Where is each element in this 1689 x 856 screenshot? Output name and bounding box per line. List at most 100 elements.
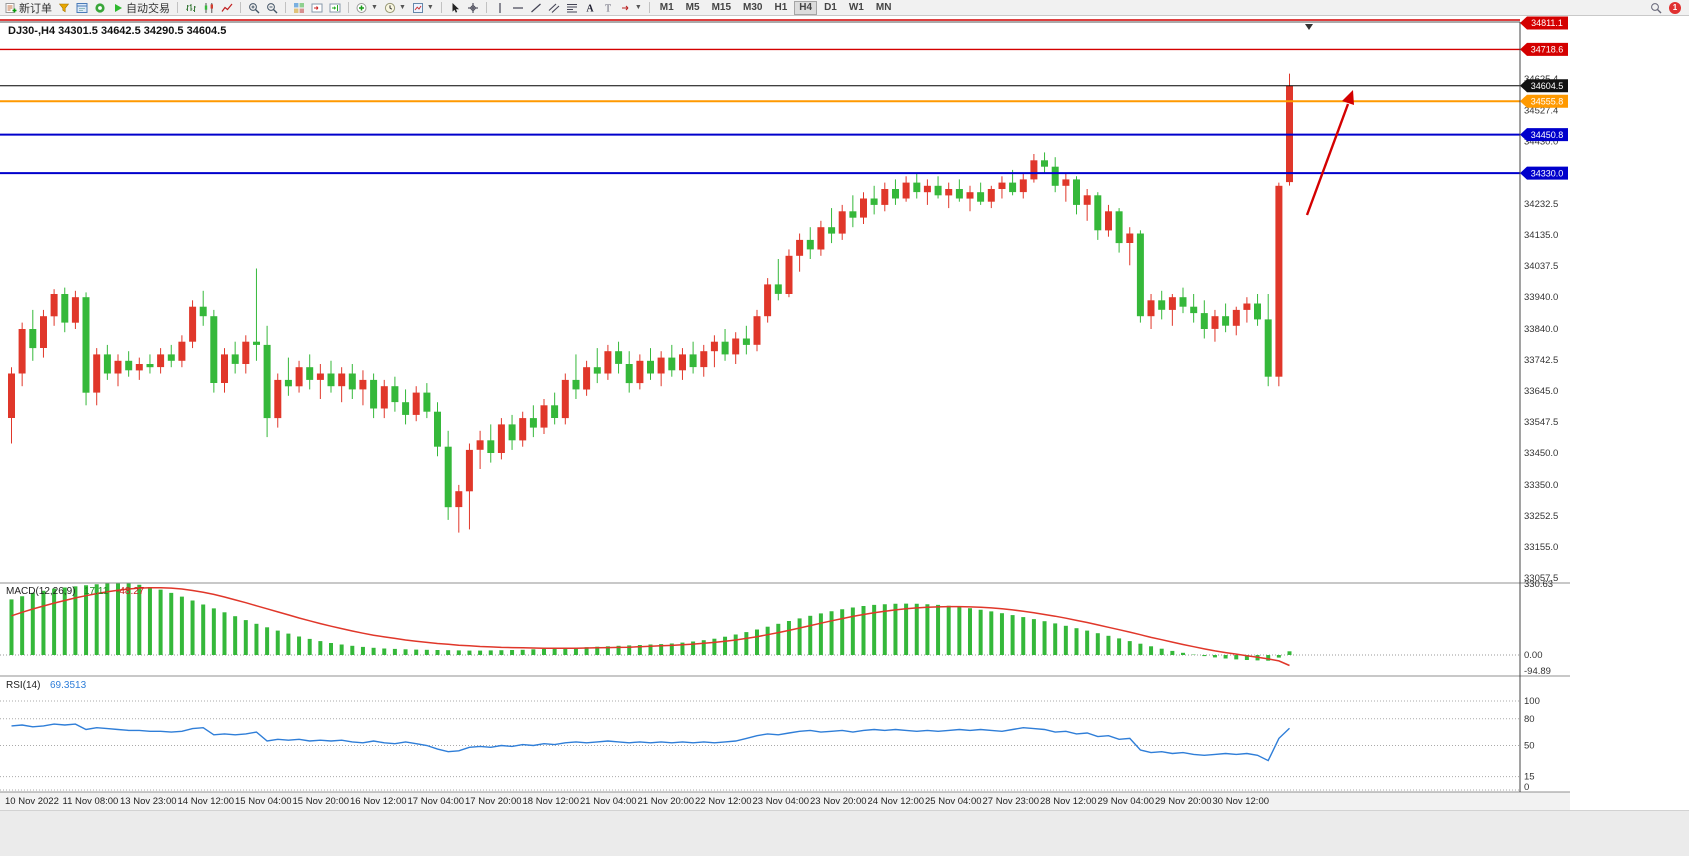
candles <box>8 73 1293 533</box>
svg-text:29 Nov 04:00: 29 Nov 04:00 <box>1098 796 1155 807</box>
horizontal-line-button[interactable] <box>509 0 527 15</box>
time-axis-strip <box>0 792 1570 810</box>
candlestick-button[interactable] <box>200 0 218 15</box>
timeframe-h4-button[interactable]: H4 <box>794 0 818 15</box>
timeframe-m1-button[interactable]: M1 <box>655 1 679 15</box>
templates-button[interactable]: ▼ <box>409 0 437 15</box>
trendline-button[interactable] <box>527 0 545 15</box>
zoom-in-button[interactable] <box>245 0 263 15</box>
toolbar-separator <box>177 2 178 13</box>
bar-chart-icon <box>186 3 196 12</box>
periods-button[interactable]: ▼ <box>381 0 409 15</box>
search-icon <box>1651 2 1662 13</box>
crosshair-button[interactable] <box>464 0 482 15</box>
bar-chart-button[interactable] <box>182 0 200 15</box>
chevron-down-icon: ▼ <box>371 4 378 11</box>
svg-text:0: 0 <box>1524 782 1529 793</box>
channel-button[interactable] <box>545 0 563 15</box>
svg-text:A: A <box>586 3 594 14</box>
svg-text:34135.0: 34135.0 <box>1524 230 1558 241</box>
fibonacci-button[interactable] <box>563 0 581 15</box>
search-button[interactable] <box>1647 0 1665 15</box>
svg-text:24 Nov 12:00: 24 Nov 12:00 <box>868 796 925 807</box>
svg-text:34555.8: 34555.8 <box>1531 96 1564 106</box>
svg-text:34037.5: 34037.5 <box>1524 261 1558 272</box>
zoom-out-button[interactable] <box>263 0 281 15</box>
timeframe-d1-button[interactable]: D1 <box>819 1 842 15</box>
svg-text:30 Nov 12:00: 30 Nov 12:00 <box>1213 796 1270 807</box>
price-badges: 34811.1 34718.6 34604.5 34555.8 34450.8 34330… <box>1520 16 1568 180</box>
svg-text:15 Nov 04:00: 15 Nov 04:00 <box>235 796 292 807</box>
svg-text:23 Nov 04:00: 23 Nov 04:00 <box>753 796 810 807</box>
toolbar-separator <box>240 2 241 13</box>
toolbar-right-group: 1 <box>1647 0 1687 15</box>
svg-text:17 Nov 04:00: 17 Nov 04:00 <box>408 796 465 807</box>
svg-text:28 Nov 12:00: 28 Nov 12:00 <box>1040 796 1097 807</box>
terminal-button[interactable] <box>91 0 109 15</box>
svg-text:33547.5: 33547.5 <box>1524 417 1558 428</box>
timeframe-m15-button[interactable]: M15 <box>707 1 736 15</box>
chevron-down-icon: ▼ <box>426 4 434 11</box>
timeframe-w1-button[interactable]: W1 <box>844 1 869 15</box>
chart-canvas[interactable]: 34625.434527.434430.034232.534135.034037… <box>0 16 1570 810</box>
auto-trading-button[interactable]: 自动交易 <box>109 0 173 15</box>
price-level-lines[interactable] <box>0 19 1520 175</box>
macd-value-1: 17.11 <box>84 586 109 597</box>
svg-text:33940.0: 33940.0 <box>1524 292 1558 303</box>
market-watch-button[interactable] <box>55 0 73 15</box>
auto-scroll-button[interactable] <box>308 0 326 15</box>
line-chart-button[interactable] <box>218 0 236 15</box>
fibonacci-icon <box>566 3 577 12</box>
svg-text:80: 80 <box>1524 714 1535 725</box>
auto-scroll-icon <box>311 3 323 12</box>
toolbar-separator <box>485 2 487 13</box>
rsi-axis-labels: 100 80 50 150 <box>1524 696 1540 793</box>
chart-area[interactable]: 34625.434527.434430.034232.534135.034037… <box>0 16 1570 810</box>
svg-text:34330.0: 34330.0 <box>1531 168 1564 178</box>
terminal-icon <box>95 2 105 13</box>
channel-icon <box>548 3 560 13</box>
indicators-button[interactable]: ▼ <box>353 0 381 15</box>
zoom-out-icon <box>267 2 278 13</box>
navigator-button[interactable] <box>73 0 91 15</box>
text-button[interactable]: A <box>581 0 599 15</box>
notification-badge[interactable]: 1 <box>1669 1 1681 14</box>
timeframe-group: M1 M5 M15 M30 H1 H4 D1 W1 MN <box>654 0 898 15</box>
svg-text:21 Nov 20:00: 21 Nov 20:00 <box>638 796 695 807</box>
chart-shift-icon <box>329 3 341 12</box>
timeframe-mn-button[interactable]: MN <box>871 1 897 15</box>
chevron-down-icon: ▼ <box>634 4 642 11</box>
svg-text:-94.89: -94.89 <box>1524 666 1551 677</box>
svg-text:33057.5: 33057.5 <box>1524 573 1558 584</box>
macd-histogram <box>9 583 1292 661</box>
cursor-button[interactable] <box>446 0 464 15</box>
arrows-icon <box>621 5 629 10</box>
chevron-down-icon: ▼ <box>398 4 406 11</box>
trend-arrow-annotation[interactable] <box>1305 90 1354 216</box>
timeframe-m30-button[interactable]: M30 <box>738 1 767 15</box>
scroll-marker-icon <box>1305 24 1313 30</box>
line-chart-icon <box>221 3 233 12</box>
periods-clock-icon <box>384 2 396 13</box>
rsi-line <box>11 723 1290 762</box>
bottom-area <box>0 810 1689 856</box>
text-icon: A <box>586 3 594 14</box>
vertical-line-button[interactable] <box>491 0 509 15</box>
chart-shift-button[interactable] <box>326 0 344 15</box>
price-axis[interactable] <box>1520 16 1570 792</box>
new-order-button[interactable]: 新订单 <box>2 0 55 15</box>
timeframe-m5-button[interactable]: M5 <box>681 1 705 15</box>
label-button[interactable]: T <box>599 0 617 15</box>
arrows-tool-button[interactable]: ▼ <box>617 0 645 15</box>
svg-text:18 Nov 12:00: 18 Nov 12:00 <box>523 796 580 807</box>
svg-text:34718.6: 34718.6 <box>1531 45 1564 55</box>
rsi-value: 69.3513 <box>50 680 87 691</box>
horizontal-line-icon <box>512 6 523 9</box>
macd-axis-labels: 330.63 0.00 -94.89 <box>1524 579 1553 677</box>
trendline-icon <box>530 3 541 12</box>
tile-windows-button[interactable] <box>290 0 308 15</box>
svg-text:22 Nov 12:00: 22 Nov 12:00 <box>695 796 752 807</box>
timeframe-h1-button[interactable]: H1 <box>769 1 792 15</box>
svg-text:100: 100 <box>1524 696 1540 707</box>
svg-text:13 Nov 23:00: 13 Nov 23:00 <box>120 796 177 807</box>
